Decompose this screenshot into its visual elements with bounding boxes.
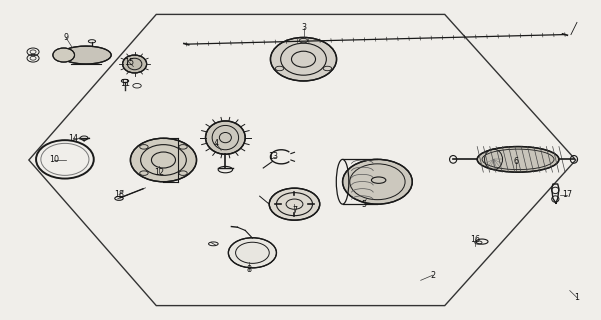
Text: 8: 8 xyxy=(247,265,252,274)
Text: 4: 4 xyxy=(214,139,219,148)
Text: 11: 11 xyxy=(120,79,130,88)
Ellipse shape xyxy=(123,55,147,73)
Text: 12: 12 xyxy=(154,168,164,177)
Ellipse shape xyxy=(61,46,111,64)
Text: 9: 9 xyxy=(64,33,69,42)
Text: 14: 14 xyxy=(69,134,78,143)
Text: 6: 6 xyxy=(513,157,518,166)
Ellipse shape xyxy=(477,147,559,172)
Ellipse shape xyxy=(270,37,337,81)
Text: 5: 5 xyxy=(361,200,366,209)
Ellipse shape xyxy=(228,238,276,268)
Text: 17: 17 xyxy=(563,190,572,199)
Ellipse shape xyxy=(343,159,412,204)
Text: 1: 1 xyxy=(575,293,579,302)
Ellipse shape xyxy=(130,138,197,182)
Text: 3: 3 xyxy=(301,23,306,32)
Text: 16: 16 xyxy=(470,235,480,244)
Ellipse shape xyxy=(269,188,320,220)
Text: 13: 13 xyxy=(268,152,278,161)
Text: 15: 15 xyxy=(124,58,134,67)
Text: 18: 18 xyxy=(114,190,124,199)
Ellipse shape xyxy=(206,121,245,154)
Ellipse shape xyxy=(53,48,75,62)
Text: 2: 2 xyxy=(430,271,435,280)
Text: 7: 7 xyxy=(292,206,297,215)
Text: 10: 10 xyxy=(49,156,59,164)
